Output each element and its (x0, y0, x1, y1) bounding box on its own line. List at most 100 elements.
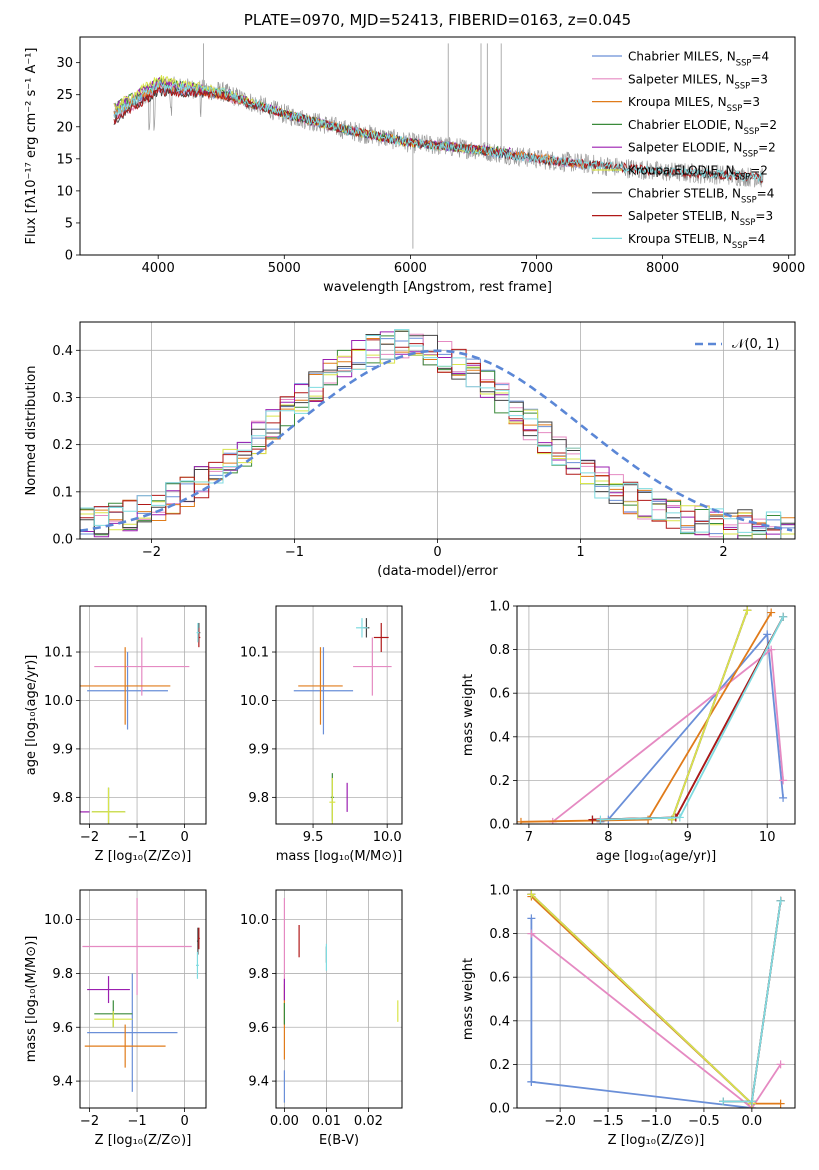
axes-age-vs-Z: −2 −1 0 9.8 9.9 10.0 10.1 Z [log₁₀(Z/Z⊙)] age [l… (24, 605, 207, 864)
x-tick-label: −2 (80, 1114, 99, 1129)
x-tick-label: −2 (142, 545, 161, 560)
y-tick-label: 9.9 (52, 742, 73, 757)
y-axis-label: mass [log₁₀(M/M⊙)] (24, 936, 39, 1063)
plot-area-weight-vs-Z (527, 890, 785, 1108)
y-tick-label: 10.0 (240, 694, 269, 709)
x-tick-label: 9000 (772, 261, 805, 276)
y-tick-label: 0.3 (52, 391, 73, 406)
point-kroupa-elodie (94, 1011, 133, 1028)
weight-series-kroupa-stelib (719, 896, 785, 1106)
weight-marker (747, 1097, 756, 1106)
point-kroupa-stelib (196, 622, 200, 643)
y-tick-label: 10.1 (44, 646, 73, 661)
weight-marker (527, 914, 536, 923)
y-tick-label: 9.9 (248, 742, 269, 757)
legend-label: Chabrier MILES, NSSP=4 (628, 50, 769, 68)
legend-label: Chabrier ELODIE, NSSP=2 (628, 118, 777, 136)
x-axis-label: Z [log₁₀(Z/Z⊙)] (95, 1133, 192, 1148)
axes-residuals: −2 −1 0 1 2 0.0 0.1 0.2 0.3 0.4 (data-model)/error… (24, 321, 796, 579)
normal-curve (80, 349, 793, 532)
y-tick-label: 0 (65, 249, 73, 264)
y-tick-label: 0.1 (52, 485, 73, 500)
legend-label: Kroupa ELODIE, NSSP=2 (628, 164, 768, 182)
point-chabrier-miles (293, 647, 354, 735)
weight-marker (776, 1060, 785, 1069)
x-tick-label: 9.5 (303, 830, 324, 845)
y-tick-label: 0.6 (489, 971, 510, 986)
axes-weight-vs-age: 7 8 9 10 0.0 0.2 0.4 0.6 0.8 1.0 age [log₁₀(age/yr… (461, 600, 796, 864)
x-tick-label: −1 (127, 1114, 146, 1129)
axes-spectrum: 4000 5000 6000 7000 8000 9000 0 5 10 15 20 25 30 wave… (24, 36, 805, 295)
x-tick-label: 5000 (268, 261, 301, 276)
weight-marker (675, 813, 684, 822)
plot-area-age-vs-Z (80, 622, 201, 824)
point-kroupa-miles (298, 647, 343, 725)
point-kroupa-stelib (356, 618, 368, 638)
y-tick-label: 0.4 (52, 344, 73, 359)
weight-series-chabrier-miles (527, 914, 756, 1108)
plot-area-weight-vs-age (517, 606, 788, 824)
y-tick-label: 9.8 (248, 967, 269, 982)
y-tick-label: 0.8 (489, 927, 510, 942)
axes-frame (516, 605, 796, 825)
point-salpeter-miles (94, 637, 190, 696)
x-tick-label: 0 (180, 1114, 188, 1129)
legend-label: Salpeter STELIB, NSSP=3 (628, 209, 773, 227)
x-tick-label: −1.0 (640, 1114, 672, 1129)
weight-marker (763, 630, 772, 639)
axes-frame (79, 889, 207, 1109)
weight-marker (719, 1097, 728, 1106)
point-salpeter-elodie (87, 976, 130, 1004)
legend-label: Salpeter MILES, NSSP=3 (628, 72, 768, 90)
x-tick-label: 0.02 (354, 1114, 383, 1129)
y-tick-label: 25 (56, 88, 73, 103)
x-axis-label: wavelength [Angstrom, rest frame] (323, 280, 552, 295)
point-kroupa-miles (80, 647, 171, 725)
y-tick-label: 9.8 (52, 967, 73, 982)
y-tick-label: 0.0 (489, 818, 510, 833)
figure-title: PLATE=0970, MJD=52413, FIBERID=0163, z=0… (243, 11, 632, 29)
y-tick-label: 10.1 (240, 646, 269, 661)
y-tick-label: 10 (56, 184, 73, 199)
weight-marker (767, 645, 776, 654)
weight-marker (527, 890, 536, 899)
weight-series-salpeter-miles (548, 645, 788, 824)
weight-marker (527, 929, 536, 938)
plot-area-age-vs-mass (293, 618, 392, 824)
x-axis-label: Z [log₁₀(Z/Z⊙)] (608, 1133, 705, 1148)
y-tick-label: 30 (56, 56, 73, 71)
weight-series-kroupa-elodie (527, 890, 756, 1108)
weight-marker (743, 606, 752, 615)
y-tick-label: 0.2 (489, 774, 510, 789)
x-axis-label: mass [log₁₀(M/M⊙)] (276, 849, 403, 864)
model-spectrum-kroupa-stelib (113, 81, 763, 183)
x-tick-label: 4000 (142, 261, 175, 276)
y-tick-label: 9.8 (248, 791, 269, 806)
y-tick-label: 0.6 (489, 687, 510, 702)
x-tick-label: 10 (759, 830, 776, 845)
point-chabrier-miles (87, 973, 178, 1092)
x-tick-label: −2 (80, 830, 99, 845)
y-tick-label: 0.4 (489, 1014, 510, 1029)
y-tick-label: 0.4 (489, 730, 510, 745)
weight-series-kroupa-elodie (667, 606, 752, 824)
x-tick-label: −0.5 (688, 1114, 720, 1129)
weight-marker (527, 1077, 536, 1086)
axes-frame (79, 36, 796, 256)
y-axis-label: mass weight (461, 674, 476, 756)
x-tick-label: 8 (604, 830, 612, 845)
weight-marker (779, 612, 788, 621)
residual-legend: 𝒩(0, 1) (695, 337, 779, 352)
x-tick-label: −1 (127, 830, 146, 845)
x-tick-label: 0.01 (312, 1114, 341, 1129)
y-tick-label: 9.8 (52, 791, 73, 806)
axes-frame (275, 889, 403, 1109)
y-axis-label: Flux [fλ10⁻¹⁷ erg cm⁻² s⁻¹ A⁻¹] (24, 48, 39, 245)
x-tick-label: 7000 (520, 261, 553, 276)
legend-label: Chabrier STELIB, NSSP=4 (628, 186, 774, 204)
weight-marker (779, 776, 788, 785)
legend-label: Salpeter ELODIE, NSSP=2 (628, 141, 776, 159)
axes-frame (275, 605, 403, 825)
point-kroupa-elodie (91, 787, 126, 824)
